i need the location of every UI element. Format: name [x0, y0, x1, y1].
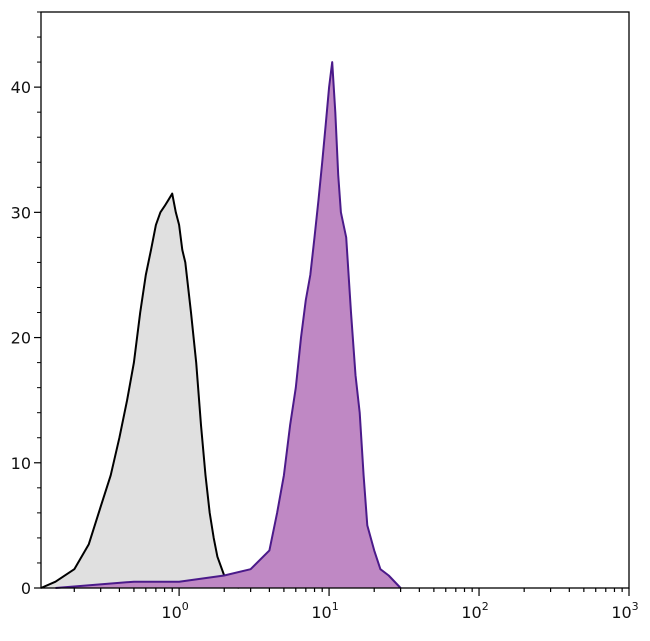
- y-axis: 0 10 20 30 40: [11, 11, 41, 598]
- y-tick-label: 0: [21, 579, 31, 598]
- y-tick-label: 30: [11, 203, 31, 222]
- series-2-line: [55, 61, 402, 589]
- series-1-area: [41, 193, 239, 588]
- series-1-line: [40, 192, 240, 589]
- plot-frame: [40, 11, 630, 589]
- x-axis: 100 101 102 103: [73, 588, 639, 622]
- y-tick-label: 20: [11, 329, 31, 348]
- x-tick-label: 102: [461, 600, 488, 622]
- x-tick-label: 101: [311, 600, 338, 622]
- x-tick-label: 103: [611, 600, 638, 622]
- series-layer: [40, 61, 402, 589]
- y-tick-label: 40: [11, 78, 31, 97]
- y-tick-label: 10: [11, 454, 31, 473]
- series-2-area: [55, 62, 401, 589]
- x-tick-label: 100: [161, 600, 188, 622]
